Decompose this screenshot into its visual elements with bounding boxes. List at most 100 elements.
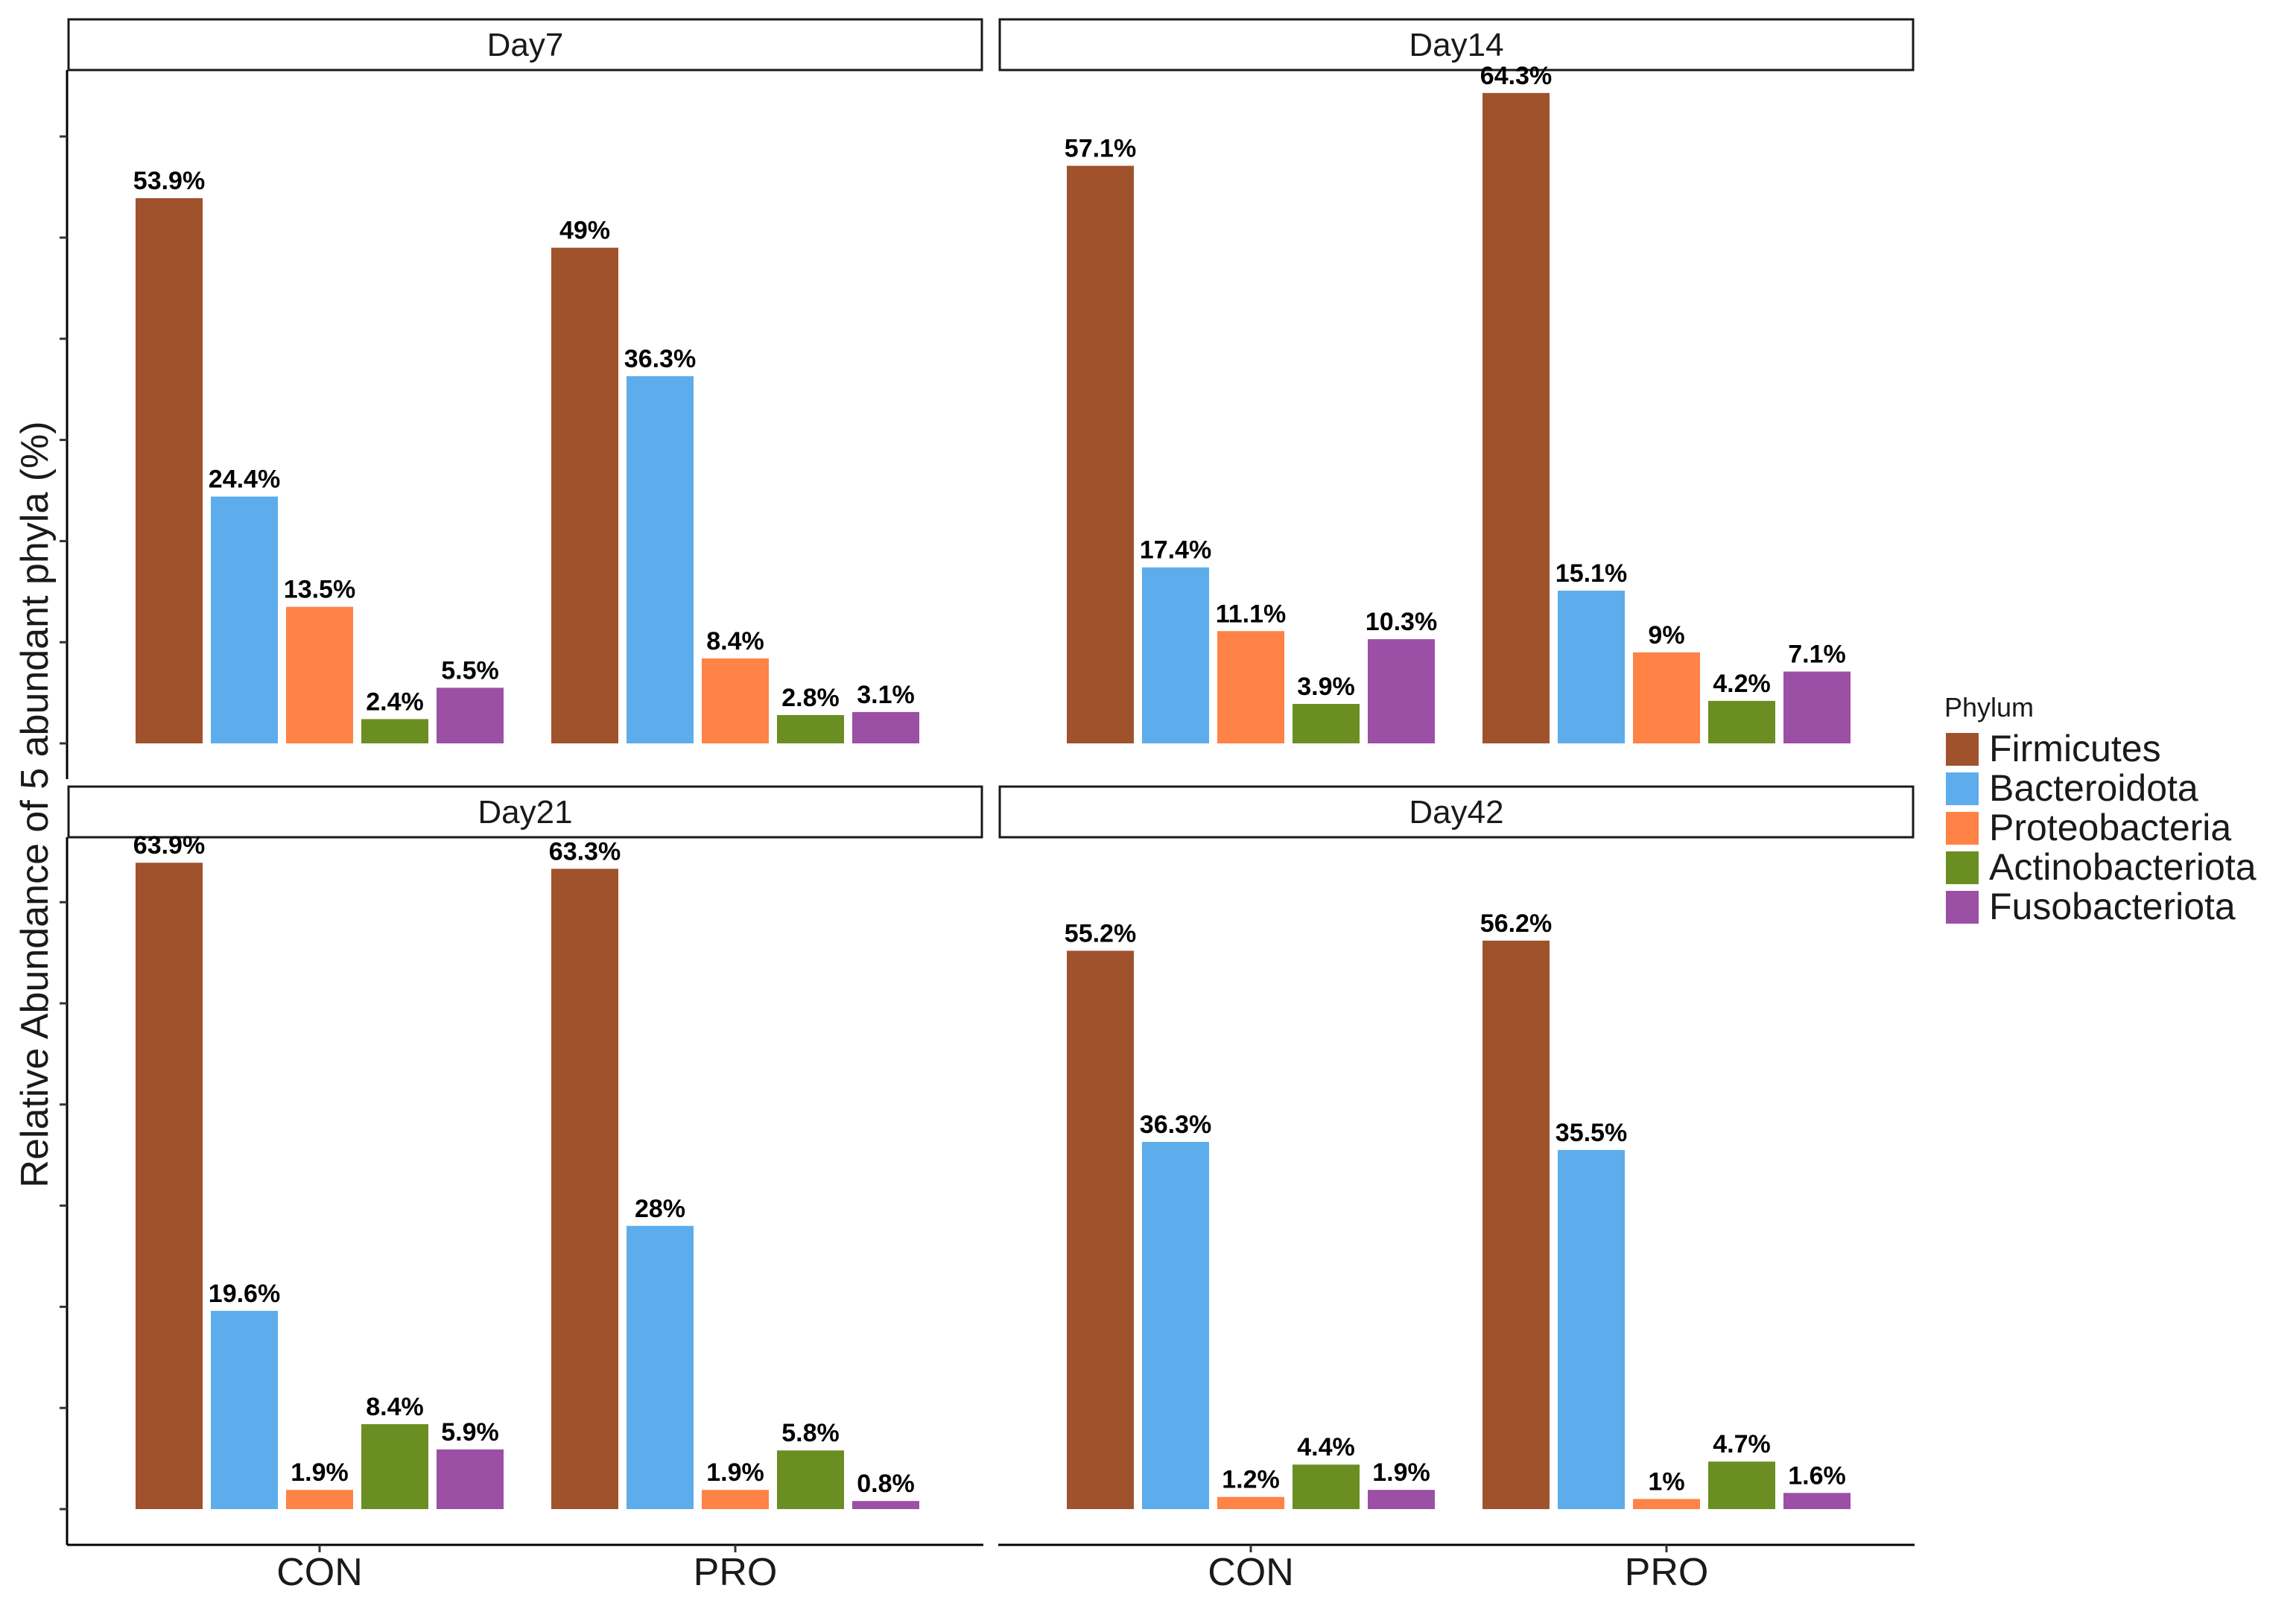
bar-value-label: 3.9% [1297,673,1355,701]
bar-value-label: 3.1% [857,681,915,709]
bar-value-label: 56.2% [1480,909,1552,938]
bar-value-label: 1.9% [706,1458,764,1487]
bar-proteobacteria [1217,1496,1284,1509]
y-axis-title: Relative Abundance of 5 abundant phyla (… [13,421,57,1187]
legend-swatch [1946,891,1979,924]
bar-bacteroidota [627,1225,694,1509]
bar-fusobacteriota [1368,1490,1435,1509]
x-tick-label: PRO [694,1551,778,1594]
bar-value-label: 36.3% [1140,1111,1211,1139]
bar-bacteroidota [1558,1149,1625,1509]
bar-fusobacteriota [1783,671,1851,743]
bar-proteobacteria [1217,631,1284,743]
panel-strip [998,785,1915,839]
bar-firmicutes [136,863,203,1509]
bar-proteobacteria [702,1490,769,1509]
bar-value-label: 13.5% [284,576,355,604]
bar-actinobacteriota [777,1450,844,1509]
legend-item: Actinobacteriota [1989,846,2257,888]
bar-proteobacteria [1633,652,1700,743]
legend-title: Phylum [1944,692,2034,723]
bar-proteobacteria [286,1490,353,1509]
bar-value-label: 5.8% [781,1419,840,1447]
bar-bacteroidota [211,1310,278,1509]
bar-value-label: 4.4% [1297,1433,1355,1461]
bar-fusobacteriota [437,1449,504,1509]
bar-value-label: 15.1% [1555,559,1627,588]
bar-fusobacteriota [1368,639,1435,743]
bar-value-label: 5.9% [441,1418,499,1447]
bar-bacteroidota [1558,590,1625,743]
legend-swatch [1946,851,1979,884]
bar-fusobacteriota [437,688,504,743]
bar-actinobacteriota [777,714,844,743]
bar-value-label: 10.3% [1366,608,1437,636]
legend-swatch [1946,812,1979,845]
bar-value-label: 8.4% [366,1393,424,1421]
bar-value-label: 28% [635,1195,685,1223]
bar-fusobacteriota [852,711,919,743]
bar-value-label: 19.6% [209,1280,280,1308]
bar-value-label: 0.8% [857,1470,915,1498]
bar-value-label: 1.2% [1222,1466,1280,1494]
bar-value-label: 4.7% [1713,1430,1771,1458]
bar-value-label: 63.3% [549,837,621,866]
bar-value-label: 1.9% [1372,1458,1430,1487]
bar-bacteroidota [1142,567,1209,743]
bar-value-label: 17.4% [1140,536,1211,565]
legend-item: Proteobacteria [1989,807,2231,848]
bar-firmicutes [1067,950,1134,1509]
bar-firmicutes [136,198,203,744]
bar-bacteroidota [627,376,694,743]
bar-firmicutes [551,247,618,744]
bar-fusobacteriota [1783,1493,1851,1509]
bar-value-label: 7.1% [1788,641,1846,669]
bar-actinobacteriota [1293,1464,1360,1509]
bar-value-label: 9% [1648,621,1684,650]
x-tick-label: CON [1208,1551,1294,1594]
bar-value-label: 36.3% [624,345,696,373]
legend-item: Firmicutes [1989,728,2161,769]
panel-title: Day7 [487,27,564,63]
bar-actinobacteriota [1708,700,1775,743]
bar-firmicutes [1482,940,1550,1509]
bar-firmicutes [1067,165,1134,743]
bar-value-label: 64.3% [1480,62,1552,90]
bar-value-label: 24.4% [209,466,280,494]
bar-actinobacteriota [361,719,428,743]
panel-title: Day14 [1409,27,1503,63]
bar-value-label: 5.5% [441,656,499,685]
bar-value-label: 1.6% [1788,1461,1846,1490]
bar-value-label: 2.4% [366,688,424,716]
panel-strip [67,785,983,839]
legend-item: Bacteroidota [1989,767,2198,809]
bar-proteobacteria [702,658,769,743]
x-tick-label: PRO [1625,1551,1709,1594]
bar-value-label: 1.9% [291,1458,349,1487]
bar-firmicutes [551,869,618,1509]
panel-strip [67,18,983,72]
bar-value-label: 8.4% [706,627,764,655]
bar-actinobacteriota [1293,704,1360,743]
panel-title: Day42 [1409,794,1503,831]
legend-item: Fusobacteriota [1989,886,2236,927]
bar-actinobacteriota [361,1423,428,1509]
bar-bacteroidota [1142,1142,1209,1509]
x-tick-label: CON [276,1551,363,1594]
bar-fusobacteriota [852,1501,919,1509]
bar-value-label: 1% [1648,1467,1684,1496]
bar-value-label: 55.2% [1065,919,1136,947]
bar-value-label: 35.5% [1555,1119,1627,1147]
bar-value-label: 2.8% [781,684,840,712]
bar-value-label: 63.9% [133,831,205,860]
bar-firmicutes [1482,92,1550,743]
bar-value-label: 53.9% [133,167,205,195]
bar-value-label: 4.2% [1713,670,1771,698]
bar-bacteroidota [211,496,278,743]
panel-strip [998,18,1915,72]
bar-value-label: 11.1% [1216,600,1287,628]
panel-title: Day21 [478,794,572,831]
legend-swatch [1946,772,1979,805]
